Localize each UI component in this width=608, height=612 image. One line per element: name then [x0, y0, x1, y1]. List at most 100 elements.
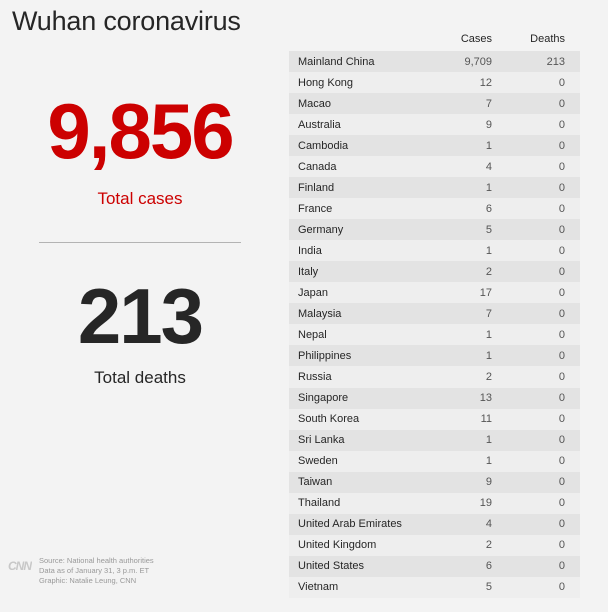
cnn-logo: CNN [8, 559, 32, 573]
table-row: India 1 0 [289, 240, 580, 262]
table-row: Taiwan 9 0 [289, 471, 580, 493]
cases-cell: 1 [485, 244, 492, 257]
source-notes: Source: National health authorities Data… [39, 556, 154, 586]
country-cell: United States [298, 560, 365, 573]
table-row: Hong Kong 12 0 [289, 72, 580, 94]
deaths-cell: 0 [558, 139, 565, 152]
cases-cell: 1 [485, 349, 492, 362]
total-cases-value: 9,856 [47, 87, 234, 175]
deaths-cell: 0 [558, 413, 565, 426]
deaths-cell: 0 [558, 223, 565, 236]
deaths-cell: 0 [558, 97, 565, 110]
cases-cell: 5 [485, 223, 492, 236]
svg-text:CNN: CNN [8, 559, 32, 573]
deaths-cell: 0 [558, 581, 565, 594]
table-row: Russia 2 0 [289, 366, 580, 388]
cases-cell: 7 [485, 307, 492, 320]
cases-cell: 1 [485, 455, 492, 468]
deaths-cell: 213 [546, 55, 565, 68]
deaths-cell: 0 [558, 349, 565, 362]
table-row: Macao 7 0 [289, 93, 580, 115]
deaths-cell: 0 [558, 455, 565, 468]
deaths-cell: 0 [558, 539, 565, 552]
deaths-cell: 0 [558, 202, 565, 215]
cases-cell: 1 [485, 181, 492, 194]
cases-cell: 1 [485, 328, 492, 341]
total-deaths-value: 213 [77, 272, 204, 360]
deaths-cell: 0 [558, 118, 565, 131]
deaths-cell: 0 [558, 434, 565, 447]
deaths-cell: 0 [558, 76, 565, 89]
table-row: Japan 17 0 [289, 282, 580, 304]
graphic-credit-line: Graphic: Natalie Leung, CNN [39, 576, 137, 585]
country-cell: Macao [298, 97, 332, 110]
page-title: Wuhan coronavirus [12, 6, 241, 36]
country-cell: Thailand [298, 497, 341, 510]
country-cell: Philippines [298, 349, 352, 362]
country-cell: Singapore [298, 392, 349, 405]
country-cell: India [298, 244, 322, 257]
table-row: Cambodia 1 0 [289, 135, 580, 157]
cases-cell: 9,709 [464, 55, 492, 68]
deaths-cell: 0 [558, 476, 565, 489]
country-cell: Germany [298, 223, 344, 236]
country-cell: United Kingdom [298, 539, 377, 552]
total-cases-label: Total cases [97, 189, 183, 208]
country-cell: Japan [298, 286, 328, 299]
table-row: Germany 5 0 [289, 219, 580, 241]
deaths-cell: 0 [558, 392, 565, 405]
country-cell: Italy [298, 265, 319, 278]
country-cell: Taiwan [298, 476, 333, 489]
country-cell: Mainland China [298, 55, 375, 68]
cases-cell: 4 [485, 518, 492, 531]
column-header-cases: Cases [460, 33, 492, 45]
table-row: Sweden 1 0 [289, 450, 580, 472]
deaths-cell: 0 [558, 560, 565, 573]
deaths-cell: 0 [558, 160, 565, 173]
deaths-cell: 0 [558, 370, 565, 383]
deaths-cell: 0 [558, 244, 565, 257]
country-cell: Vietnam [298, 581, 339, 594]
table-row: Italy 2 0 [289, 261, 580, 283]
country-cell: Malaysia [298, 307, 342, 320]
deaths-cell: 0 [558, 328, 565, 341]
column-header-deaths: Deaths [530, 33, 565, 45]
cases-cell: 2 [485, 265, 492, 278]
summary-divider [39, 242, 241, 243]
cases-cell: 1 [485, 434, 492, 447]
total-deaths-label: Total deaths [94, 368, 186, 387]
cases-cell: 9 [485, 476, 492, 489]
table-row: South Korea 11 0 [289, 408, 580, 430]
country-cell: Finland [298, 181, 335, 194]
country-cell: Nepal [298, 328, 327, 341]
cases-cell: 13 [479, 392, 492, 405]
table-row: United States 6 0 [289, 555, 580, 577]
table-row: Singapore 13 0 [289, 387, 580, 409]
country-cell: United Arab Emirates [298, 518, 402, 531]
cases-cell: 4 [485, 160, 492, 173]
table-row: United Kingdom 2 0 [289, 534, 580, 556]
table-row: Finland 1 0 [289, 177, 580, 199]
country-cell: Russia [298, 370, 332, 383]
cases-cell: 6 [485, 560, 492, 573]
deaths-cell: 0 [558, 265, 565, 278]
cases-cell: 2 [485, 539, 492, 552]
cases-cell: 9 [485, 118, 492, 131]
table-row: Philippines 1 0 [289, 345, 580, 367]
cases-cell: 5 [485, 581, 492, 594]
deaths-cell: 0 [558, 518, 565, 531]
table-row: France 6 0 [289, 198, 580, 220]
cases-cell: 2 [485, 370, 492, 383]
deaths-cell: 0 [558, 181, 565, 194]
deaths-cell: 0 [558, 286, 565, 299]
table-row: United Arab Emirates 4 0 [289, 513, 580, 535]
country-cell: South Korea [298, 413, 360, 426]
cases-cell: 7 [485, 97, 492, 110]
country-cell: Australia [298, 118, 341, 131]
table-row: Sri Lanka 1 0 [289, 429, 580, 451]
cases-cell: 17 [479, 286, 492, 299]
deaths-cell: 0 [558, 497, 565, 510]
cases-cell: 1 [485, 139, 492, 152]
cases-cell: 12 [479, 76, 492, 89]
country-cell: Sri Lanka [298, 434, 345, 447]
